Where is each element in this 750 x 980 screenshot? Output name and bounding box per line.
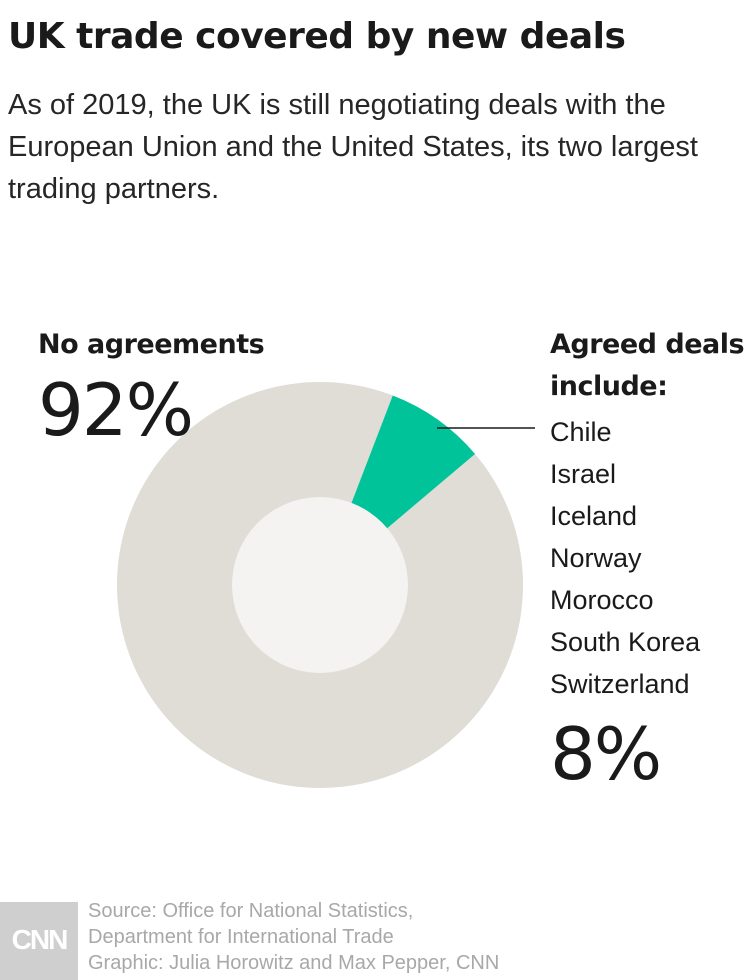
cnn-logo-text: CNN: [11, 924, 69, 955]
source-line-2: Department for International Trade: [88, 926, 394, 948]
agreed-deals-label-2: include:: [550, 371, 668, 402]
agreed-partners-list: Chile Israel Iceland Norway Morocco Sout…: [550, 411, 700, 705]
partner-item: Chile: [550, 417, 612, 447]
partner-item: South Korea: [550, 627, 701, 657]
partner-item: Israel: [550, 459, 617, 489]
donut-hole: [232, 497, 408, 673]
chart-title: UK trade covered by new deals: [8, 16, 626, 57]
partner-item: Iceland: [550, 501, 638, 531]
partner-item: Norway: [550, 543, 642, 573]
donut-chart: [117, 382, 535, 788]
partner-item: Morocco: [550, 585, 654, 615]
chart-subtitle: As of 2019, the UK is still negotiating …: [8, 89, 698, 205]
partner-item: Switzerland: [550, 669, 690, 699]
agreed-deals-percent: 8%: [550, 712, 662, 796]
cnn-logo: CNN: [0, 902, 78, 980]
credit-line: Graphic: Julia Horowitz and Max Pepper, …: [88, 952, 500, 974]
agreed-deals-label: Agreed deals: [550, 329, 745, 360]
no-agreements-label: No agreements: [38, 329, 265, 360]
footer-source: Source: Office for National Statistics, …: [88, 898, 738, 976]
no-agreements-percent: 92%: [38, 368, 194, 452]
source-line-1: Source: Office for National Statistics,: [88, 900, 414, 922]
